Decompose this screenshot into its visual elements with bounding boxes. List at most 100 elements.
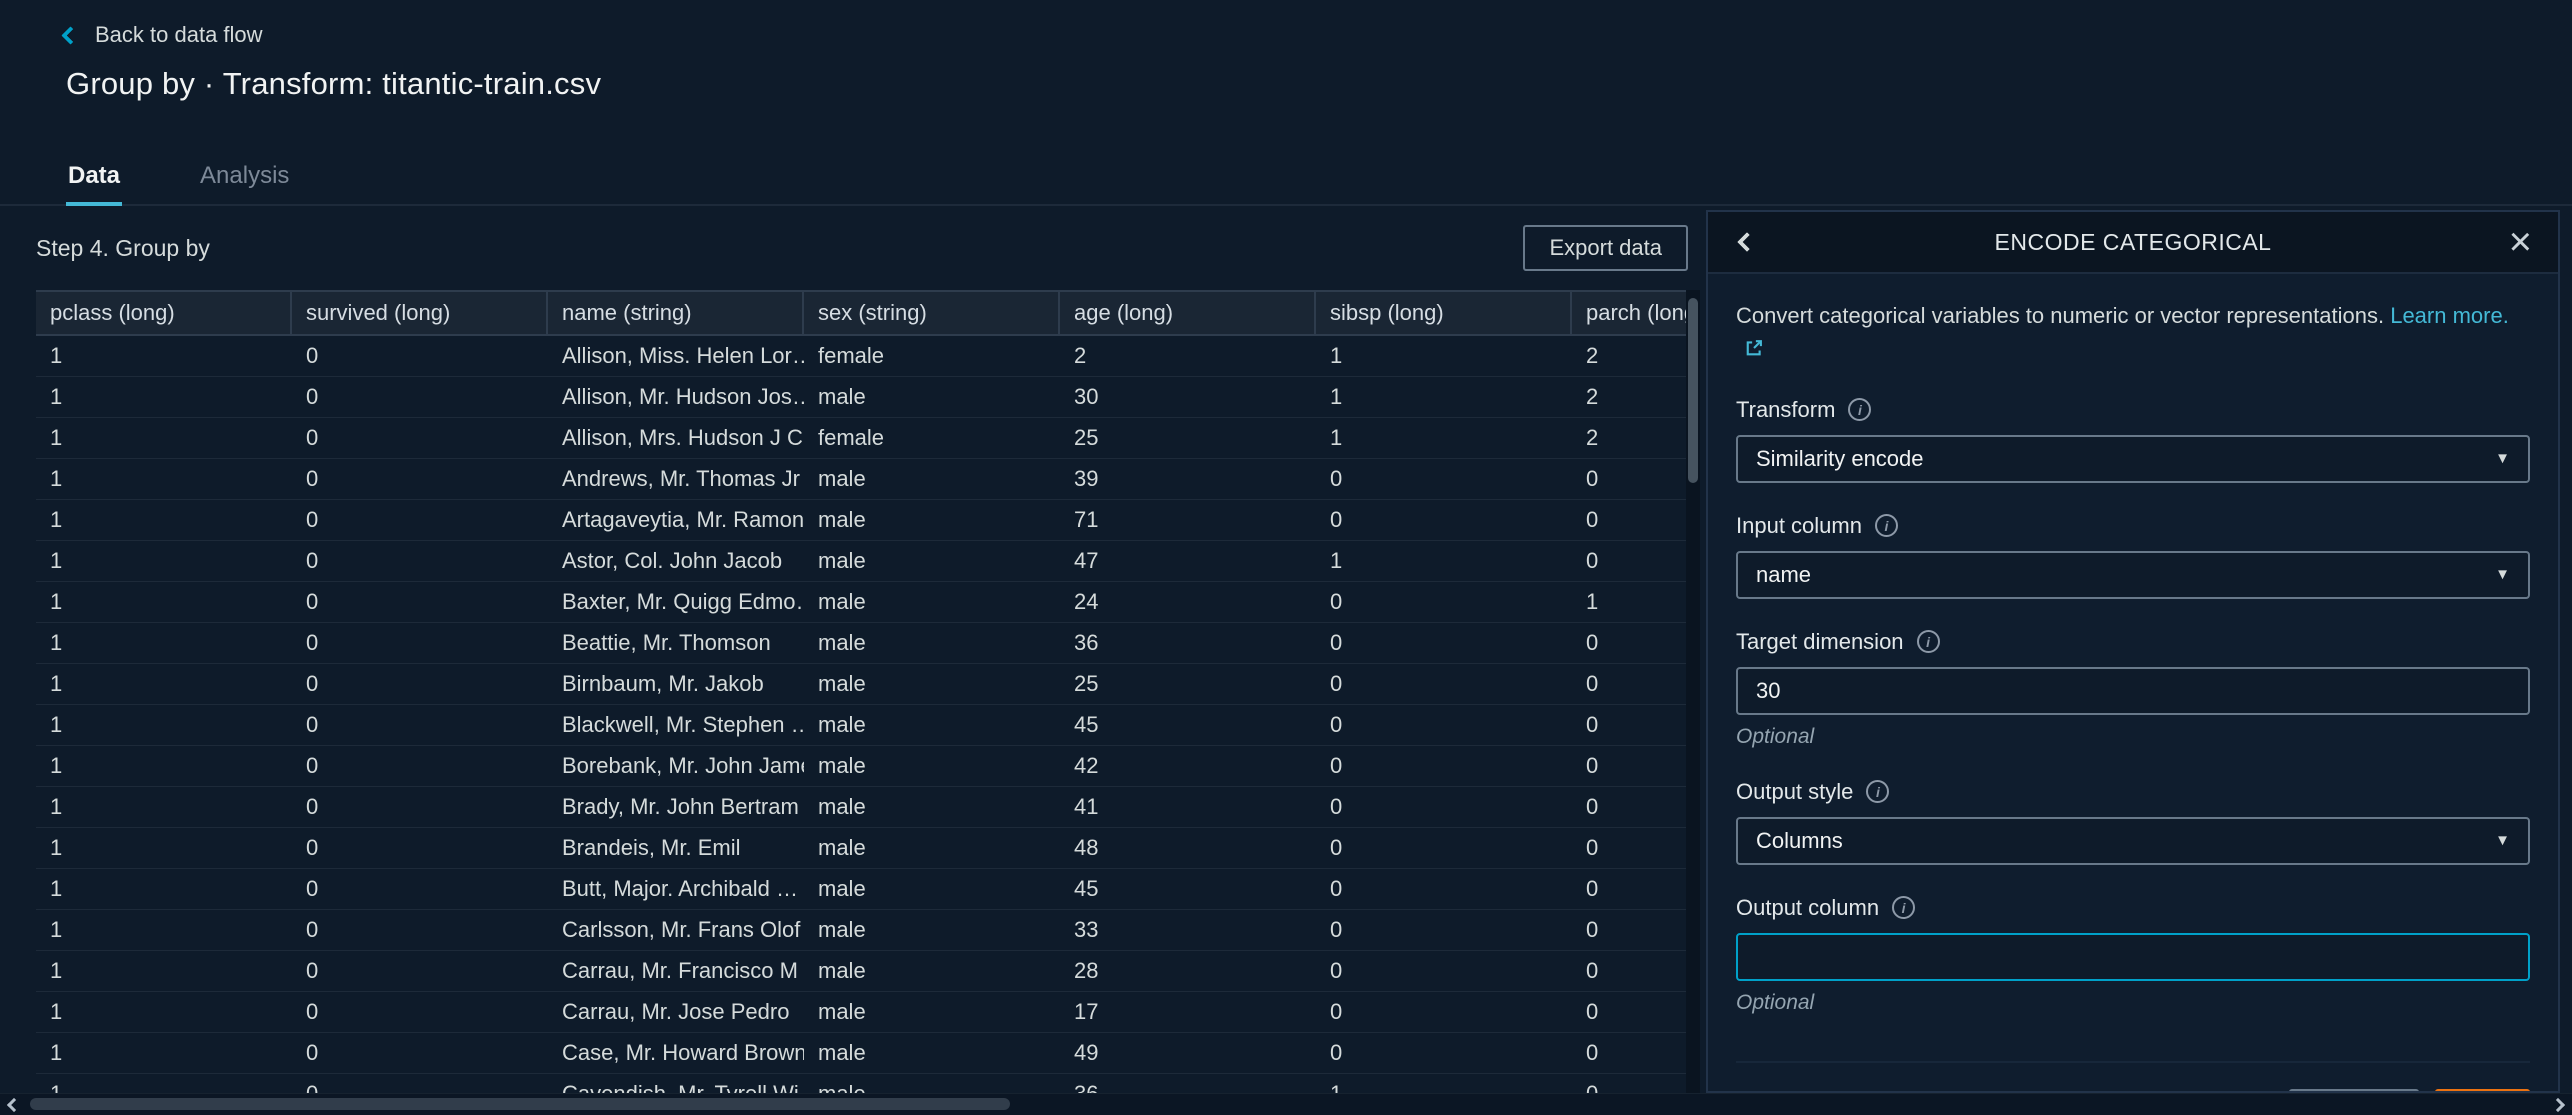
table-cell: male (818, 712, 866, 737)
table-row: 1 0 Brady, Mr. John Bertram male 41 0 0 (36, 787, 1700, 828)
page-title: Group by · Transform: titantic-train.csv (66, 66, 602, 101)
table-cell: 0 (306, 712, 319, 737)
panel-description: Convert categorical variables to numeric… (1736, 300, 2530, 367)
output-style-field: Output style i Columns ▼ (1736, 779, 2530, 865)
column-header[interactable]: sex (string) (804, 292, 1060, 334)
tab-data[interactable]: Data (66, 148, 123, 206)
table-cell: 0 (1330, 630, 1343, 655)
table-cell: male (818, 548, 866, 573)
table-cell: 0 (306, 876, 319, 901)
table-cell: 49 (1074, 1040, 1099, 1065)
table-cell: 0 (1330, 835, 1343, 860)
close-icon[interactable]: × (2508, 220, 2532, 264)
back-link-label: Back to data flow (95, 22, 263, 47)
table-cell: 0 (306, 507, 319, 532)
table-body: 1 0 Allison, Miss. Helen Lor… female 2 1 2 1 0 Al… (36, 336, 1700, 1093)
column-header[interactable]: age (long) (1060, 292, 1316, 334)
table-cell: 2 (1074, 343, 1087, 368)
table-row: 1 0 Blackwell, Mr. Stephen … male 45 0 0 (36, 705, 1700, 746)
column-header[interactable]: sibsp (long) (1316, 292, 1572, 334)
table-cell: male (818, 507, 866, 532)
table-cell: 0 (306, 466, 319, 491)
add-button[interactable]: Add (2435, 1088, 2530, 1091)
column-header[interactable]: pclass (long) (36, 292, 292, 334)
table-cell: 0 (306, 753, 319, 778)
table-cell: 1 (50, 507, 63, 532)
table-cell: 1 (50, 671, 63, 696)
column-header[interactable]: parch (long) (1572, 292, 1700, 334)
table-cell: 0 (1330, 671, 1343, 696)
select-value: Columns (1756, 827, 1843, 853)
scroll-left-icon[interactable] (6, 1097, 22, 1112)
table-cell: Blackwell, Mr. Stephen … (562, 712, 804, 737)
table-cell: 45 (1074, 712, 1099, 737)
table-cell: Borebank, Mr. John James (562, 753, 804, 778)
tab-analysis[interactable]: Analysis (200, 162, 290, 189)
table-cell: 0 (1586, 958, 1599, 983)
table-row: 1 0 Baxter, Mr. Quigg Edmo… male 24 0 1 (36, 582, 1700, 623)
table-cell: 0 (1586, 753, 1599, 778)
table-cell: 1 (50, 466, 63, 491)
table-cell: 71 (1074, 507, 1099, 532)
table-row: 1 0 Astor, Col. John Jacob male 47 1 0 (36, 541, 1700, 582)
table-cell: Beattie, Mr. Thomson (562, 630, 771, 655)
table-cell: 1 (50, 548, 63, 573)
column-header[interactable]: survived (long) (292, 292, 548, 334)
vertical-scrollbar-thumb[interactable] (1688, 298, 1698, 483)
table-cell: 0 (1586, 917, 1599, 942)
info-icon[interactable]: i (1866, 780, 1890, 804)
info-icon[interactable]: i (1892, 896, 1916, 920)
table-cell: 0 (1330, 794, 1343, 819)
info-icon[interactable]: i (1848, 398, 1872, 422)
output-column-input[interactable] (1736, 932, 2530, 981)
info-icon[interactable]: i (1916, 630, 1940, 654)
table-cell: 0 (1586, 794, 1599, 819)
step-label: Step 4. Group by (36, 234, 210, 261)
table-cell: male (818, 589, 866, 614)
table-cell: 0 (1586, 999, 1599, 1024)
table-cell: 1 (50, 630, 63, 655)
chevron-down-icon: ▼ (2495, 450, 2510, 468)
vertical-scrollbar[interactable] (1686, 290, 1700, 1093)
table-cell: 1 (1330, 343, 1343, 368)
table-cell: 1 (50, 712, 63, 737)
table-cell: 0 (1330, 1040, 1343, 1065)
target-dimension-input[interactable] (1736, 666, 2530, 715)
table-cell: 0 (1586, 712, 1599, 737)
table-cell: 1 (50, 589, 63, 614)
column-header[interactable]: name (string) (548, 292, 804, 334)
select-value: Similarity encode (1756, 445, 1924, 471)
table-cell: 0 (1586, 876, 1599, 901)
table-cell: 25 (1074, 425, 1099, 450)
optional-note: Optional (1736, 724, 1815, 748)
input-column-select[interactable]: name ▼ (1736, 550, 2530, 599)
preview-button[interactable]: Preview (2288, 1088, 2420, 1091)
learn-more-link[interactable]: Learn more. (2390, 303, 2509, 328)
table-cell: 41 (1074, 794, 1099, 819)
table-cell: male (818, 753, 866, 778)
table-cell: Cavendish, Mr. Tyrell Wi… (548, 1074, 804, 1093)
table-cell: Astor, Col. John Jacob (562, 548, 783, 573)
transform-select[interactable]: Similarity encode ▼ (1736, 434, 2530, 483)
horizontal-scrollbar-thumb[interactable] (30, 1098, 1010, 1110)
scroll-right-icon[interactable] (2550, 1097, 2566, 1112)
table-cell: 33 (1074, 917, 1099, 942)
table-cell: 0 (306, 589, 319, 614)
panel-back-button[interactable] (1734, 229, 1760, 255)
table-cell: 1 (50, 1040, 63, 1065)
table-cell: male (818, 999, 866, 1024)
table-cell: 0 (1586, 630, 1599, 655)
table-cell: 17 (1074, 999, 1099, 1024)
table-panel-header: Step 4. Group by Export data (0, 206, 1706, 290)
table-cell: 0 (306, 671, 319, 696)
table-cell: Case, Mr. Howard Brown (562, 1040, 804, 1065)
table-cell: 24 (1074, 589, 1099, 614)
info-icon[interactable]: i (1874, 514, 1898, 538)
output-style-select[interactable]: Columns ▼ (1736, 816, 2530, 865)
back-to-data-flow-link[interactable]: Back to data flow (61, 22, 263, 48)
encode-panel-header: ENCODE CATEGORICAL × (1708, 212, 2558, 274)
table-cell: 2 (1586, 343, 1599, 368)
table-cell: 0 (1330, 507, 1343, 532)
horizontal-scrollbar[interactable] (0, 1093, 2572, 1115)
export-data-button[interactable]: Export data (1523, 225, 1688, 271)
